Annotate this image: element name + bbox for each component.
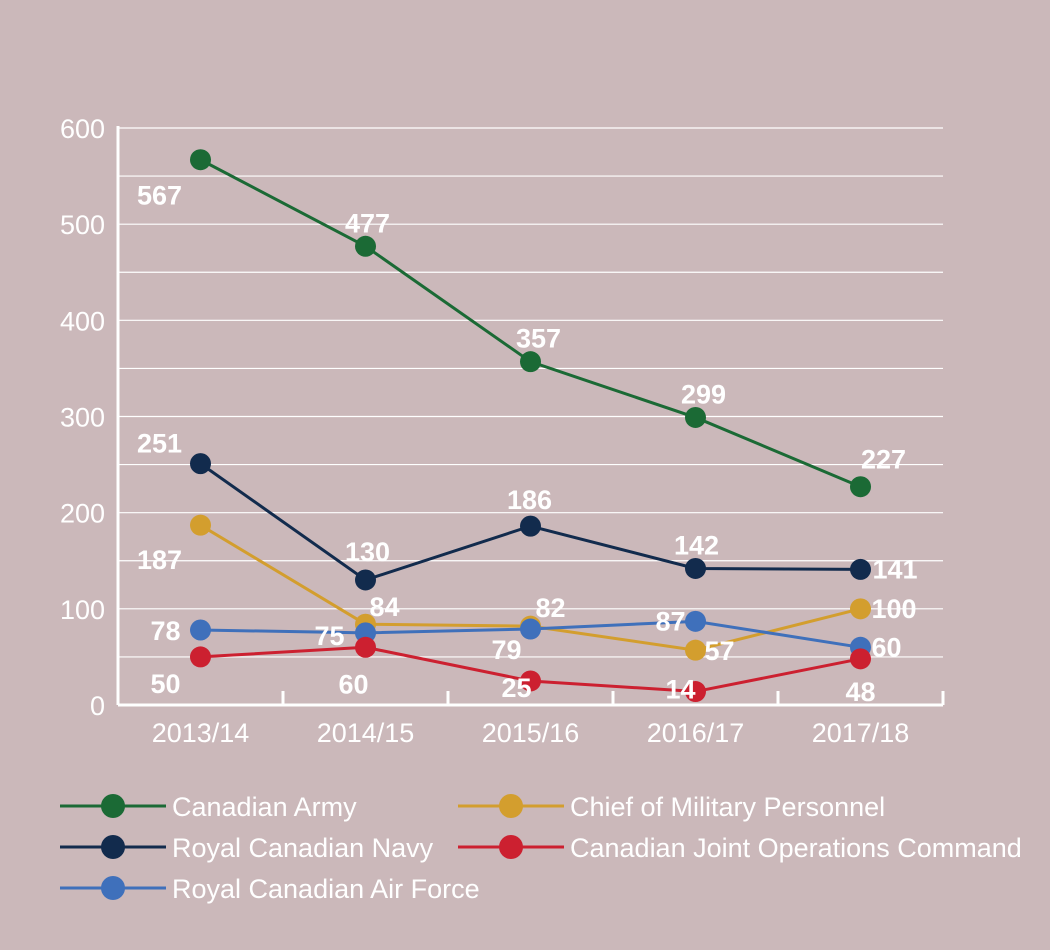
data-label-cmp: 57 xyxy=(705,636,735,666)
data-point-navy xyxy=(190,453,211,475)
data-point-rcaf xyxy=(355,622,376,644)
legend: Canadian Army Chief of Military Personnel… xyxy=(60,792,1022,904)
data-point-navy xyxy=(685,557,706,579)
data-label-rcaf: 75 xyxy=(314,621,344,651)
legend-swatch-marker xyxy=(101,794,125,818)
data-point-cjoc xyxy=(850,648,871,670)
data-label-rcaf: 87 xyxy=(655,606,685,636)
data-point-navy xyxy=(520,515,541,537)
legend-item-army: Canadian Army xyxy=(60,792,357,822)
data-point-cjoc xyxy=(190,646,211,668)
series-points xyxy=(190,149,871,703)
data-point-army xyxy=(850,476,871,498)
data-labels: 567 477 357 299 227 251 130 186 142 141 187 84 82 57 1… xyxy=(137,181,918,707)
legend-swatch-marker xyxy=(101,876,125,900)
legend-label: Chief of Military Personnel xyxy=(570,792,885,822)
legend-item-cmp: Chief of Military Personnel xyxy=(458,792,885,822)
x-tick-label: 2013/14 xyxy=(152,718,250,748)
legend-item-rcaf: Royal Canadian Air Force xyxy=(60,874,480,904)
data-label-cmp: 84 xyxy=(370,592,400,622)
data-point-cmp xyxy=(190,514,211,536)
x-tick-label: 2016/17 xyxy=(647,718,745,748)
data-point-army xyxy=(685,406,706,428)
data-label-army: 299 xyxy=(681,379,726,409)
data-point-rcaf xyxy=(685,610,706,632)
data-point-cmp xyxy=(850,598,871,620)
data-point-cjoc xyxy=(520,670,541,692)
data-point-rcaf xyxy=(520,618,541,640)
y-axis-ticks: 0 100 200 300 400 500 600 xyxy=(60,114,105,721)
data-label-army: 227 xyxy=(861,445,906,475)
data-label-army: 567 xyxy=(137,181,182,211)
data-label-cjoc: 50 xyxy=(150,669,180,699)
y-tick-label: 600 xyxy=(60,114,105,144)
legend-swatch-marker xyxy=(499,794,523,818)
y-tick-label: 200 xyxy=(60,499,105,529)
data-point-rcaf xyxy=(190,619,211,641)
x-axis-ticks: 2013/14 2014/15 2015/16 2016/17 2017/18 xyxy=(152,718,910,748)
data-label-cmp: 82 xyxy=(536,593,566,623)
data-label-navy: 142 xyxy=(674,530,719,560)
data-label-cmp: 187 xyxy=(137,545,182,575)
legend-label: Canadian Army xyxy=(172,792,357,822)
legend-item-navy: Royal Canadian Navy xyxy=(60,833,434,863)
x-tick-label: 2014/15 xyxy=(317,718,415,748)
series-lines xyxy=(199,158,862,694)
data-label-navy: 251 xyxy=(137,429,182,459)
data-label-navy: 186 xyxy=(507,485,552,515)
y-tick-label: 300 xyxy=(60,403,105,433)
data-point-navy xyxy=(355,569,376,591)
data-point-cjoc xyxy=(355,636,376,658)
data-label-cjoc: 60 xyxy=(338,669,368,699)
legend-item-cjoc: Canadian Joint Operations Command xyxy=(458,833,1022,863)
gridlines xyxy=(118,127,943,658)
data-label-cjoc: 14 xyxy=(665,675,695,705)
y-tick-label: 400 xyxy=(60,306,105,336)
legend-swatch-marker xyxy=(499,835,523,859)
legend-label: Royal Canadian Navy xyxy=(172,833,434,863)
data-label-army: 357 xyxy=(516,324,561,354)
data-label-army: 477 xyxy=(345,208,390,238)
data-point-army xyxy=(190,149,211,171)
data-label-cjoc: 48 xyxy=(845,677,875,707)
legend-swatch-marker xyxy=(101,835,125,859)
y-tick-label: 100 xyxy=(60,595,105,625)
legend-label: Canadian Joint Operations Command xyxy=(570,833,1022,863)
x-tick-label: 2017/18 xyxy=(812,718,910,748)
data-label-rcaf: 78 xyxy=(150,616,180,646)
data-label-rcaf: 79 xyxy=(491,635,521,665)
data-label-cmp: 100 xyxy=(872,594,917,624)
data-point-army xyxy=(520,351,541,373)
legend-label: Royal Canadian Air Force xyxy=(172,874,480,904)
axes xyxy=(116,126,945,707)
y-tick-label: 0 xyxy=(90,691,105,721)
data-point-cjoc xyxy=(685,681,706,703)
x-tick-label: 2015/16 xyxy=(482,718,580,748)
y-tick-label: 500 xyxy=(60,210,105,240)
data-point-army xyxy=(355,235,376,257)
data-point-cmp xyxy=(685,639,706,661)
data-label-rcaf: 60 xyxy=(872,632,902,662)
data-label-navy: 130 xyxy=(345,537,390,567)
data-label-cjoc: 25 xyxy=(501,673,531,703)
data-point-navy xyxy=(850,558,871,580)
data-label-navy: 141 xyxy=(873,554,918,584)
